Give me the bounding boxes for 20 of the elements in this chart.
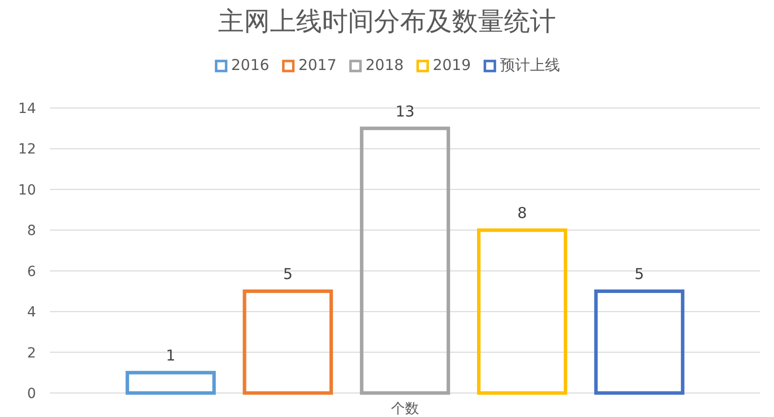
legend-label: 2016 (231, 56, 270, 74)
y-tick-label: 0 (27, 386, 36, 402)
y-tick-label: 6 (27, 264, 36, 280)
data-label: 1 (166, 346, 176, 365)
chart-title: 主网上线时间分布及数量统计 (218, 7, 556, 37)
data-label: 5 (634, 265, 644, 284)
y-tick-label: 4 (27, 304, 36, 321)
legend-label: 预计上线 (500, 56, 560, 74)
y-tick-label: 14 (18, 101, 36, 117)
legend-label: 2018 (366, 56, 404, 74)
data-label: 5 (283, 265, 293, 284)
y-tick-label: 8 (27, 223, 36, 240)
legend-label: 2019 (432, 56, 471, 74)
y-tick-label: 12 (18, 142, 36, 158)
x-tick-label: 个数 (391, 401, 419, 417)
data-label: 8 (517, 204, 527, 222)
legend-label: 2017 (298, 56, 336, 74)
data-label: 13 (395, 102, 415, 120)
y-tick-label: 10 (18, 182, 36, 198)
y-tick-label: 2 (27, 345, 36, 362)
